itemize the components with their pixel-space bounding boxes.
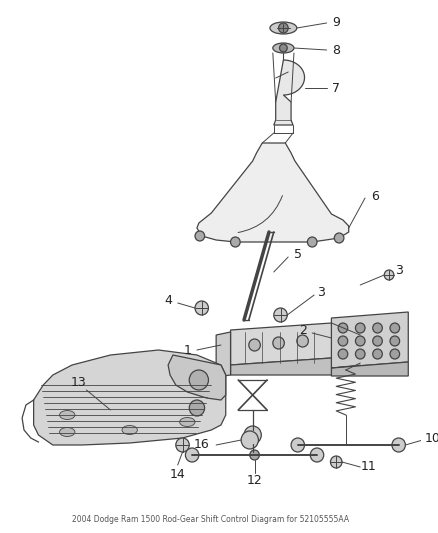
Polygon shape <box>332 312 408 368</box>
Ellipse shape <box>273 43 294 53</box>
Ellipse shape <box>60 427 75 437</box>
Circle shape <box>384 270 394 280</box>
Circle shape <box>274 308 287 322</box>
Text: 2004 Dodge Ram 1500 Rod-Gear Shift Control Diagram for 52105555AA: 2004 Dodge Ram 1500 Rod-Gear Shift Contr… <box>72 515 349 524</box>
Text: 10: 10 <box>424 432 438 445</box>
Text: 7: 7 <box>332 82 340 94</box>
Text: 6: 6 <box>371 190 378 203</box>
Text: 16: 16 <box>194 439 210 451</box>
Text: 11: 11 <box>361 461 377 473</box>
Text: 4: 4 <box>164 295 172 308</box>
Text: 12: 12 <box>247 474 262 488</box>
Circle shape <box>291 438 304 452</box>
Circle shape <box>230 237 240 247</box>
Circle shape <box>356 349 365 359</box>
Text: 8: 8 <box>332 44 340 56</box>
Circle shape <box>176 438 189 452</box>
Polygon shape <box>168 355 226 400</box>
Circle shape <box>338 323 348 333</box>
Ellipse shape <box>60 410 75 419</box>
Polygon shape <box>230 357 346 375</box>
Text: 9: 9 <box>332 17 340 29</box>
Circle shape <box>373 349 382 359</box>
Circle shape <box>195 301 208 315</box>
Text: 5: 5 <box>294 247 302 261</box>
Polygon shape <box>197 143 349 242</box>
Circle shape <box>185 448 199 462</box>
Text: 13: 13 <box>71 376 87 390</box>
Polygon shape <box>230 322 346 365</box>
Polygon shape <box>34 350 226 445</box>
Circle shape <box>249 339 260 351</box>
Circle shape <box>279 44 287 52</box>
Circle shape <box>189 370 208 390</box>
Circle shape <box>390 349 399 359</box>
Circle shape <box>195 231 205 241</box>
Polygon shape <box>346 322 360 370</box>
Circle shape <box>338 336 348 346</box>
Circle shape <box>310 448 324 462</box>
Polygon shape <box>332 362 408 376</box>
Circle shape <box>373 323 382 333</box>
Ellipse shape <box>180 417 195 426</box>
Text: 3: 3 <box>317 287 325 300</box>
Polygon shape <box>274 60 304 125</box>
Text: 3: 3 <box>395 263 403 277</box>
Circle shape <box>338 349 348 359</box>
Circle shape <box>241 431 258 449</box>
Ellipse shape <box>122 425 138 434</box>
Circle shape <box>334 233 344 243</box>
Circle shape <box>273 337 284 349</box>
Circle shape <box>279 23 288 33</box>
Circle shape <box>250 450 259 460</box>
Circle shape <box>390 336 399 346</box>
Ellipse shape <box>270 22 297 34</box>
Circle shape <box>392 438 406 452</box>
Circle shape <box>189 400 205 416</box>
Text: 2: 2 <box>299 324 307 336</box>
Circle shape <box>356 323 365 333</box>
Circle shape <box>356 336 365 346</box>
Polygon shape <box>216 332 230 377</box>
Circle shape <box>307 237 317 247</box>
Circle shape <box>390 323 399 333</box>
Circle shape <box>330 456 342 468</box>
Circle shape <box>297 335 308 347</box>
Circle shape <box>244 426 261 444</box>
Text: 1: 1 <box>184 343 191 357</box>
Text: 14: 14 <box>170 469 186 481</box>
Circle shape <box>373 336 382 346</box>
